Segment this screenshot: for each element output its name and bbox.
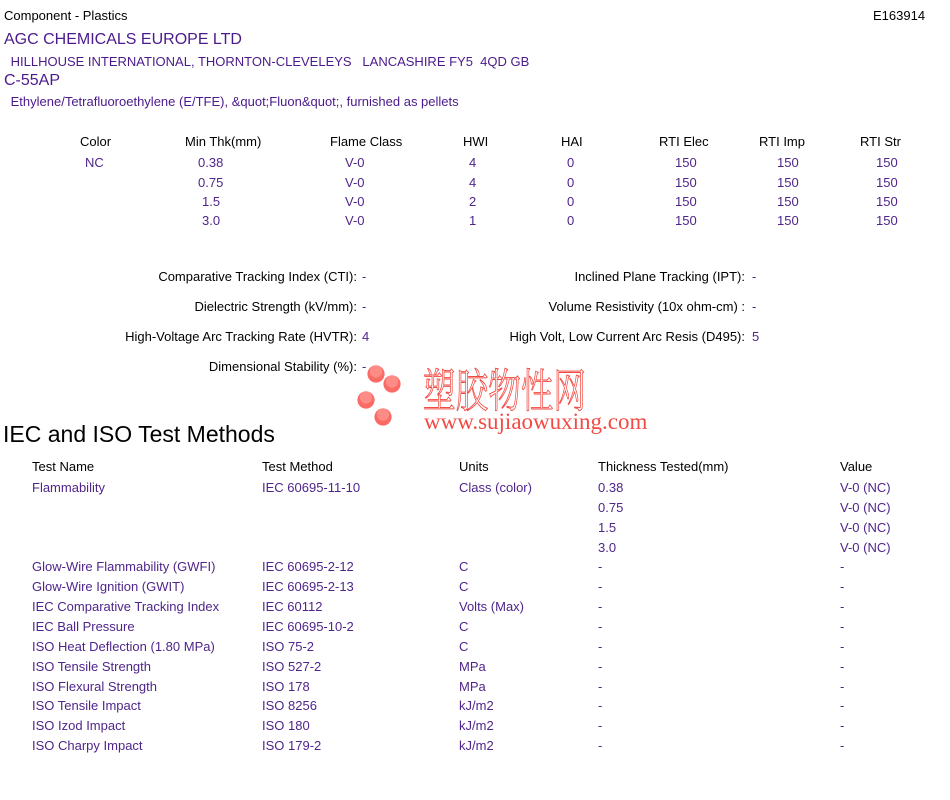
- svg-text:www.sujiaowuxing.com: www.sujiaowuxing.com: [424, 409, 647, 434]
